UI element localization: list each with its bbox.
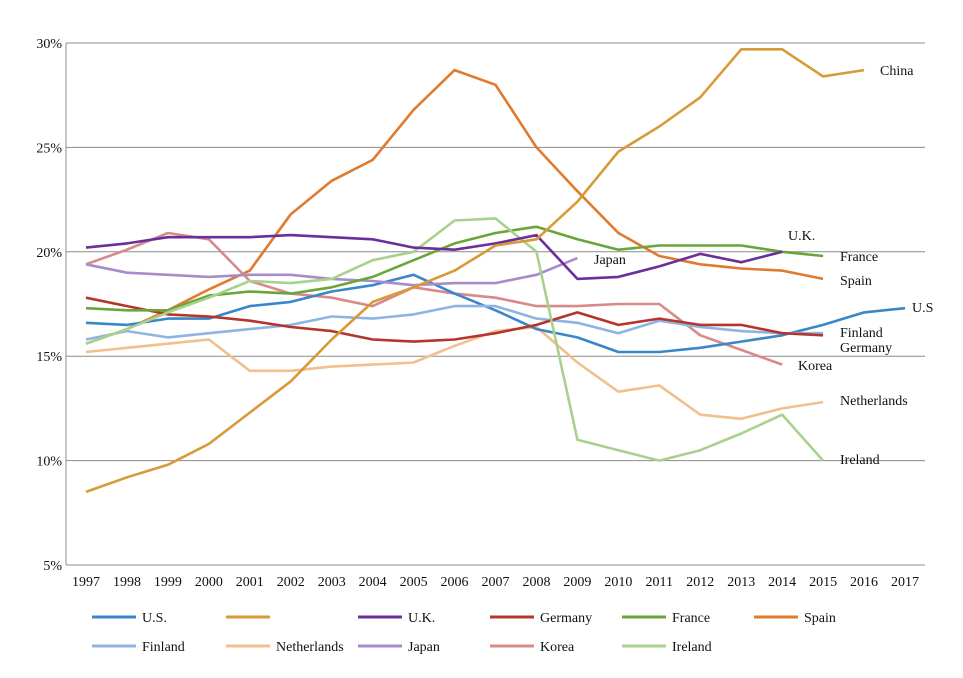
series-end-label: Ireland <box>840 453 880 468</box>
legend-label: Germany <box>540 611 592 626</box>
series-line <box>85 47 865 494</box>
x-tick-label: 2001 <box>236 575 264 590</box>
series-line <box>85 325 824 421</box>
series-lines <box>85 47 906 494</box>
series-line <box>85 256 578 287</box>
series-end-label: Finland <box>840 326 883 341</box>
x-tick-label: 2008 <box>522 575 550 590</box>
series-end-label: France <box>840 250 878 265</box>
series-end-label: Netherlands <box>840 394 908 409</box>
x-tick-label: 2003 <box>318 575 346 590</box>
legend-label: Spain <box>804 611 836 626</box>
series-line <box>85 225 824 312</box>
legend-label: Ireland <box>672 640 712 655</box>
x-tick-label: 1999 <box>154 575 182 590</box>
y-tick-label: 5% <box>43 559 62 574</box>
series-line <box>85 296 824 343</box>
legend-label: Korea <box>540 640 575 655</box>
x-tick-label: 2002 <box>277 575 305 590</box>
x-tick-label: 2006 <box>441 575 469 590</box>
series-end-label: China <box>880 64 914 79</box>
series-end-label: Korea <box>798 359 833 374</box>
x-tick-label: 2004 <box>359 575 387 590</box>
gridlines <box>66 42 925 566</box>
series-end-label: Japan <box>594 253 626 268</box>
x-tick-label: 2012 <box>686 575 714 590</box>
x-tick-label: 2017 <box>891 575 919 590</box>
x-tick-label: 2010 <box>604 575 632 590</box>
end-labels: U.S China U.K. Germany France Spain Finland Net… <box>594 64 933 468</box>
x-tick-label: 2014 <box>768 575 796 590</box>
legend-label: Finland <box>142 640 185 655</box>
y-tick-label: 15% <box>36 350 62 365</box>
y-tick-label: 30% <box>36 37 62 52</box>
x-tick-label: 2011 <box>646 575 673 590</box>
legend-label: U.S. <box>142 611 167 626</box>
series-end-label: Spain <box>840 274 872 289</box>
x-tick-label: 2015 <box>809 575 837 590</box>
x-tick-label: 1997 <box>72 575 100 590</box>
x-tick-label: 2007 <box>482 575 510 590</box>
series-line <box>85 233 783 281</box>
legend-label: Netherlands <box>276 640 344 655</box>
series-end-label: U.S <box>912 301 933 316</box>
axes: 5% 10% 15% 20% 25% 30% 1997 1998 1999 2000 2001 200… <box>36 37 919 590</box>
x-tick-label: 1998 <box>113 575 141 590</box>
series-end-label: Germany <box>840 341 892 356</box>
series-line <box>85 217 825 462</box>
y-tick-label: 25% <box>36 141 62 156</box>
legend: U.S. U.K. Germany France Spain Finland Netherl… <box>92 611 836 655</box>
x-tick-label: 2016 <box>850 575 878 590</box>
x-tick-label: 2009 <box>563 575 591 590</box>
series-line <box>85 68 824 345</box>
y-tick-label: 20% <box>36 246 62 261</box>
x-tick-label: 2000 <box>195 575 223 590</box>
series-line <box>85 304 824 341</box>
legend-label: France <box>672 611 710 626</box>
y-tick-label: 10% <box>36 455 62 470</box>
legend-label: Japan <box>408 640 440 655</box>
series-line <box>85 273 906 354</box>
series-end-label: U.K. <box>788 229 815 244</box>
legend-label: U.K. <box>408 611 435 626</box>
x-tick-label: 2005 <box>400 575 428 590</box>
x-tick-label: 2013 <box>727 575 755 590</box>
